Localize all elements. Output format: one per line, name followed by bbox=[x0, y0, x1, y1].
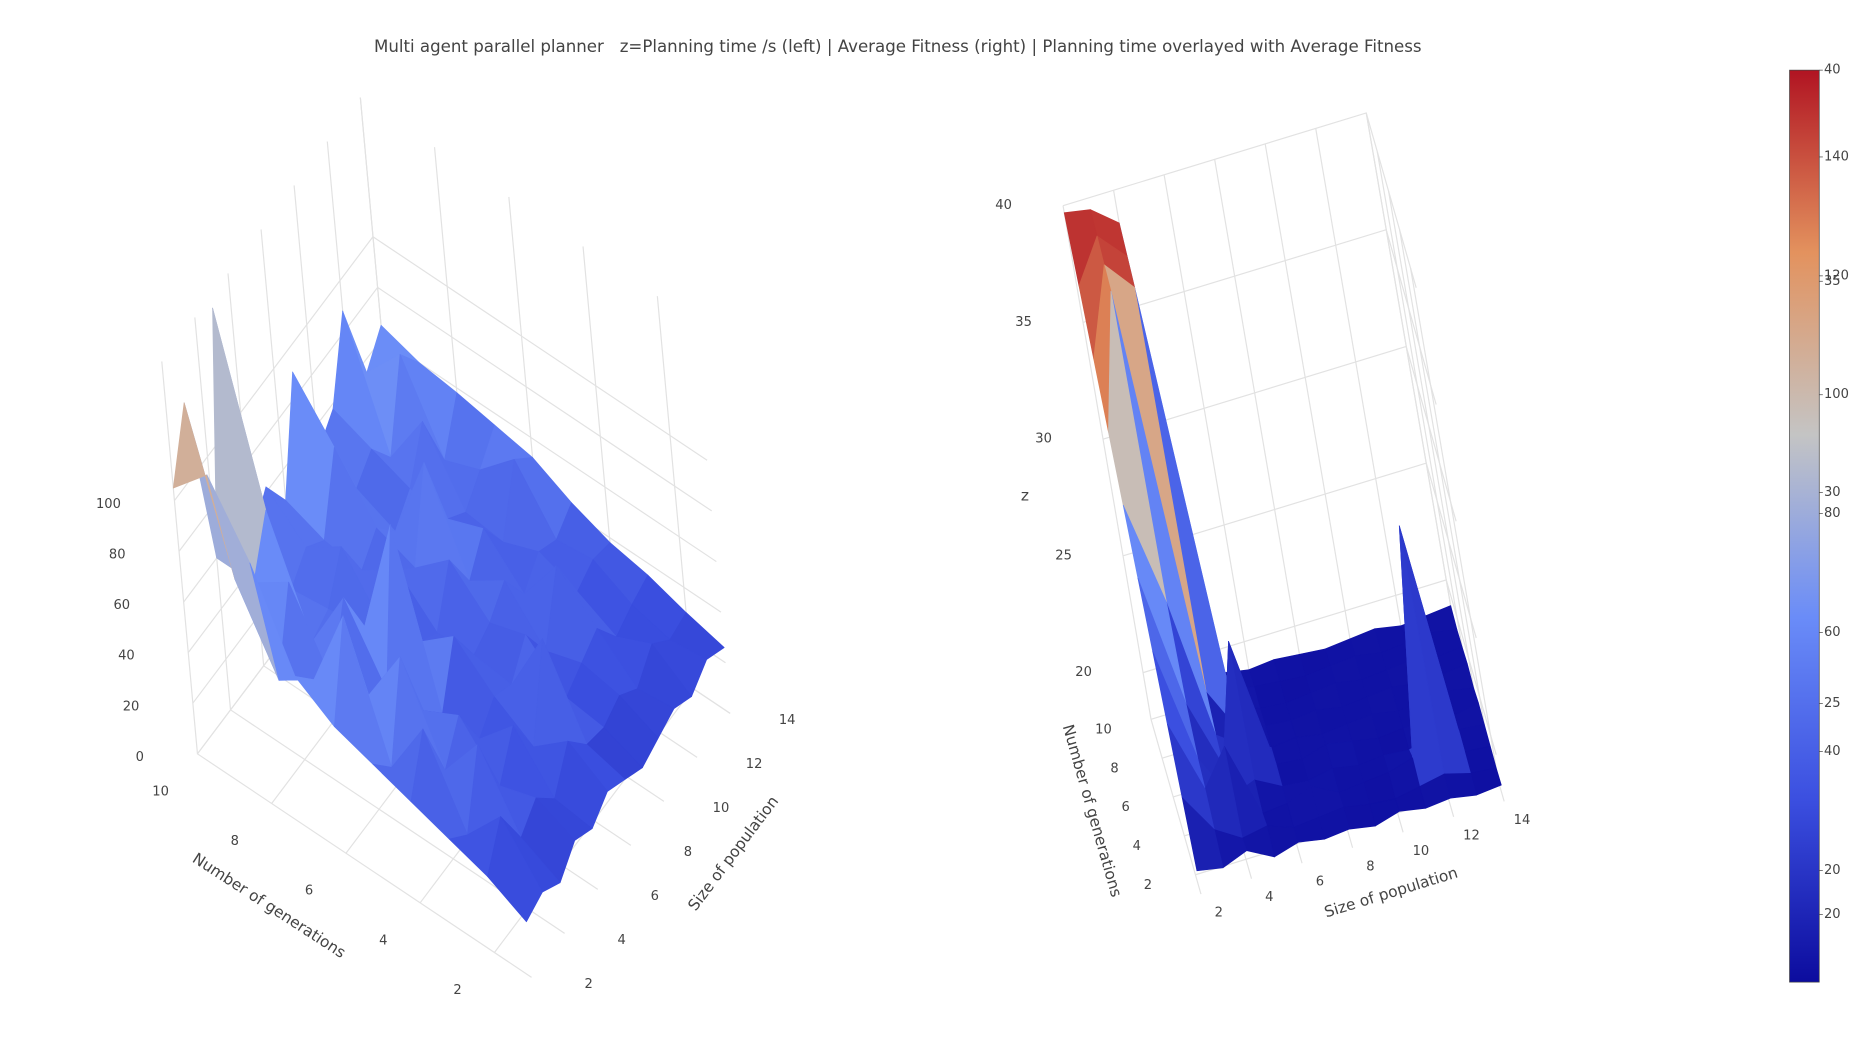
x-tick-label: 14 bbox=[1514, 813, 1531, 828]
grid-line bbox=[1122, 462, 1477, 639]
colorbar-tick-label: 60 bbox=[1824, 625, 1841, 640]
grid-line bbox=[1142, 579, 1497, 755]
x-tick-label: 6 bbox=[1316, 875, 1324, 890]
x-tick-label: 12 bbox=[1463, 828, 1480, 843]
x-axis-title: Size of population bbox=[684, 793, 782, 914]
colorbar-tick-label: 30 bbox=[1824, 485, 1841, 500]
grid-line bbox=[1102, 345, 1457, 522]
scene: 2 4 6 8 10 12 14 2 4 6 8 10 20 25 30 35 40 bbox=[995, 112, 1531, 921]
colorbar-tick-label: 40 bbox=[1824, 744, 1841, 759]
y-tick-label: 8 bbox=[231, 834, 239, 849]
z-axis-title: z bbox=[1021, 486, 1029, 504]
y-tick-label: 4 bbox=[379, 933, 387, 948]
z-tick-label: 60 bbox=[114, 598, 131, 613]
x-tick-label: 8 bbox=[1366, 859, 1374, 874]
z-tick-label: 0 bbox=[136, 750, 144, 765]
colorbar bbox=[1789, 69, 1820, 983]
grid-line bbox=[1062, 112, 1417, 288]
colorbar-tick-label: 20 bbox=[1824, 907, 1841, 922]
y-tick-label: 10 bbox=[152, 784, 169, 799]
x-tick-label: 2 bbox=[1215, 906, 1223, 921]
z-tick-label: 25 bbox=[1055, 548, 1072, 563]
colorbar-tick-label: 35 bbox=[1824, 274, 1841, 289]
x-tick-label: 4 bbox=[618, 933, 626, 948]
y-tick-label: 6 bbox=[305, 884, 313, 899]
z-tick-label: 100 bbox=[96, 497, 121, 512]
y-tick-label: 10 bbox=[1095, 723, 1112, 738]
x-tick-label: 10 bbox=[1413, 844, 1430, 859]
chart-title: Multi agent parallel planner z=Planning … bbox=[374, 37, 1422, 56]
colorbar-tick-label: 100 bbox=[1824, 387, 1849, 402]
surface-patch bbox=[1425, 605, 1458, 634]
colorbar-tick-label: 40 bbox=[1824, 63, 1841, 78]
grid-line bbox=[173, 235, 708, 502]
z-tick-label: 40 bbox=[118, 649, 135, 664]
colorbar-tick-label: 25 bbox=[1824, 696, 1841, 711]
surface-patch bbox=[487, 816, 543, 923]
z-tick-label: 30 bbox=[1035, 432, 1052, 447]
y-tick-label: 8 bbox=[1110, 761, 1118, 776]
y-axis-title: Number of generations bbox=[189, 849, 349, 961]
z-tick-label: 35 bbox=[1015, 315, 1032, 330]
y-axis-title: Number of generations bbox=[1059, 722, 1126, 899]
x-axis-title: Size of population bbox=[1322, 864, 1460, 922]
colorbar-tick-label: 120 bbox=[1824, 268, 1849, 283]
colorbar-tick-label: 140 bbox=[1824, 149, 1849, 164]
colorbar-tick-label: 80 bbox=[1824, 506, 1841, 521]
x-tick-label: 8 bbox=[684, 845, 692, 860]
y-tick-label: 4 bbox=[1133, 839, 1141, 854]
x-tick-label: 14 bbox=[779, 713, 796, 728]
x-tick-label: 6 bbox=[651, 889, 659, 904]
x-tick-label: 10 bbox=[713, 801, 730, 816]
z-tick-label: 20 bbox=[1075, 665, 1092, 680]
z-tick-label: 20 bbox=[123, 699, 140, 714]
x-tick-label: 4 bbox=[1265, 890, 1273, 905]
z-tick-label: 80 bbox=[109, 547, 126, 562]
y-tick-label: 2 bbox=[1144, 878, 1152, 893]
y-tick-label: 2 bbox=[453, 983, 461, 998]
colorbar-tick-label: 20 bbox=[1824, 863, 1841, 878]
x-tick-label: 12 bbox=[746, 757, 763, 772]
z-tick-label: 40 bbox=[995, 198, 1012, 213]
grid-line bbox=[1082, 228, 1437, 405]
x-tick-label: 2 bbox=[584, 977, 592, 992]
y-tick-label: 6 bbox=[1122, 800, 1130, 815]
surface-patch bbox=[1181, 797, 1224, 872]
